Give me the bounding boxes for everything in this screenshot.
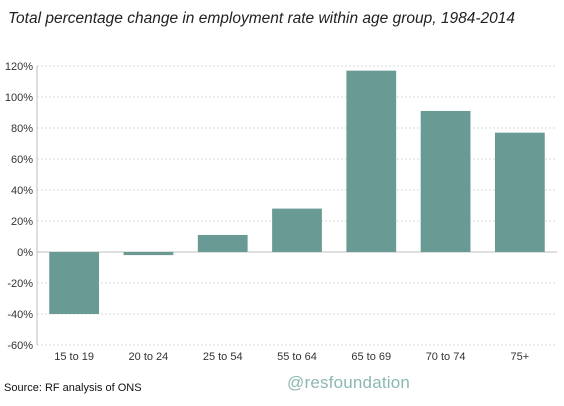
source-note: Source: RF analysis of ONS xyxy=(4,382,142,394)
bar-20-to-24 xyxy=(123,252,174,256)
bar-75plus xyxy=(494,132,545,252)
x-tick-label: 65 to 69 xyxy=(351,351,391,363)
x-tick-label: 15 to 19 xyxy=(54,351,94,363)
y-tick-label: -20% xyxy=(7,278,33,290)
x-tick-label: 75+ xyxy=(511,351,530,363)
y-tick-label: 40% xyxy=(11,185,33,197)
bar-25-to-54 xyxy=(197,234,248,252)
x-axis-labels: 15 to 19 20 to 24 25 to 54 55 to 64 65 to 69… xyxy=(54,351,529,363)
y-tick-label: 20% xyxy=(11,216,33,228)
y-tick-label: 0% xyxy=(17,247,33,259)
y-tick-label: 80% xyxy=(11,123,33,135)
x-tick-label: 55 to 64 xyxy=(277,351,317,363)
y-tick-label: 100% xyxy=(5,92,33,104)
x-tick-label: 70 to 74 xyxy=(426,351,466,363)
y-tick-label: 60% xyxy=(11,154,33,166)
bar-55-to-64 xyxy=(272,208,322,252)
y-tick-label: -60% xyxy=(7,340,33,352)
brand-handle: @resfoundation xyxy=(287,373,411,392)
bar-65-to-69 xyxy=(346,70,397,253)
bars xyxy=(49,70,545,314)
x-tick-label: 25 to 54 xyxy=(203,351,243,363)
x-tick-label: 20 to 24 xyxy=(129,351,169,363)
bar-70-to-74 xyxy=(420,110,471,252)
chart-title: Total percentage change in employment ra… xyxy=(8,10,515,27)
grid-lines xyxy=(37,65,557,346)
y-tick-label: -40% xyxy=(7,309,33,321)
y-tick-label: 120% xyxy=(5,61,33,73)
bar-15-to-19 xyxy=(49,252,100,314)
